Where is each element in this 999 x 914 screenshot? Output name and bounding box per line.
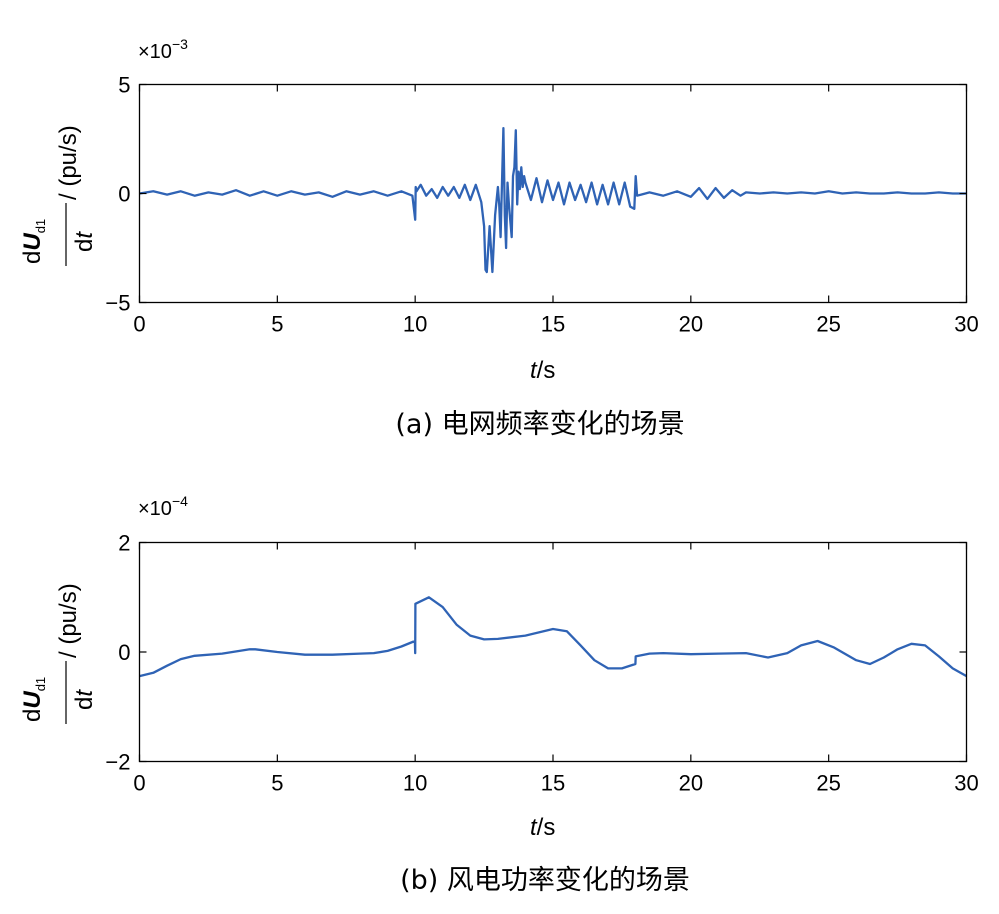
panel-b-xlabel: t/s bbox=[530, 814, 555, 841]
panel-b-ticks: 0 5 10 15 20 25 30−202 bbox=[105, 531, 978, 796]
panel-a-xtick-label: 5 bbox=[271, 312, 283, 337]
panel-a-ytick-label: 0 bbox=[118, 182, 130, 207]
panel-a-xtick-label: 0 bbox=[133, 312, 145, 337]
panel-a-ylabel-denominator: dt bbox=[71, 231, 98, 252]
panel-b-xtick-label: 20 bbox=[679, 771, 703, 796]
panel-b-series-line-0 bbox=[139, 596, 968, 678]
panel-b-ytick-label: −2 bbox=[105, 750, 130, 775]
panel-b-xtick-label: 10 bbox=[403, 771, 427, 796]
panel-b-xtick-label: 25 bbox=[816, 771, 840, 796]
panel-b-series bbox=[139, 596, 968, 678]
panel-b-ylabel-denominator: dt bbox=[71, 689, 98, 710]
panel-b-exponent: ×10−4 bbox=[138, 493, 188, 520]
panel-b-ytick-label: 0 bbox=[118, 640, 130, 665]
panel-a-exponent: ×10−3 bbox=[138, 36, 188, 63]
panel-a-caption: (a) 电网频率变化的场景 bbox=[395, 409, 684, 440]
panel-b-xtick-label: 15 bbox=[541, 771, 565, 796]
panel-a-ylabel-unit: / (pu/s) bbox=[55, 125, 82, 200]
panel-a-xtick-label: 30 bbox=[954, 312, 978, 337]
panel-b-ylabel: dUd1 dt / (pu/s) bbox=[19, 583, 98, 724]
panel-a-xtick-label: 15 bbox=[541, 312, 565, 337]
panel-a-ylabel: dUd1 dt / (pu/s) bbox=[19, 125, 98, 266]
panel-a: ×10−3 0 5 10 15 20 25 30−505 dUd1 dt / (pu/s) … bbox=[19, 36, 979, 440]
panel-a-series-line-0 bbox=[139, 126, 967, 274]
panel-b-ylabel-unit: / (pu/s) bbox=[55, 583, 82, 658]
panel-a-series bbox=[139, 126, 967, 274]
panel-a-xtick-label: 20 bbox=[679, 312, 703, 337]
panel-b-caption: (b) 风电功率变化的场景 bbox=[400, 865, 690, 896]
panel-b-ytick-label: 2 bbox=[118, 531, 130, 556]
panel-a-ticks: 0 5 10 15 20 25 30−505 bbox=[105, 73, 978, 337]
panel-a-ytick-label: 5 bbox=[118, 73, 130, 98]
panel-a-xlabel: t/s bbox=[530, 357, 555, 384]
panel-b-ylabel-numerator: dUd1 bbox=[19, 677, 48, 722]
panel-a-ylabel-numerator: dUd1 bbox=[19, 219, 48, 264]
panel-b-xtick-label: 0 bbox=[133, 771, 145, 796]
panel-b: ×10−4 0 5 10 15 20 25 30−202 dUd1 dt / (pu/s) … bbox=[19, 493, 979, 896]
panel-a-ytick-label: −5 bbox=[105, 291, 130, 316]
panel-b-xtick-label: 5 bbox=[271, 771, 283, 796]
panel-a-xtick-label: 25 bbox=[816, 312, 840, 337]
panel-b-xtick-label: 30 bbox=[954, 771, 978, 796]
panel-a-xtick-label: 10 bbox=[403, 312, 427, 337]
